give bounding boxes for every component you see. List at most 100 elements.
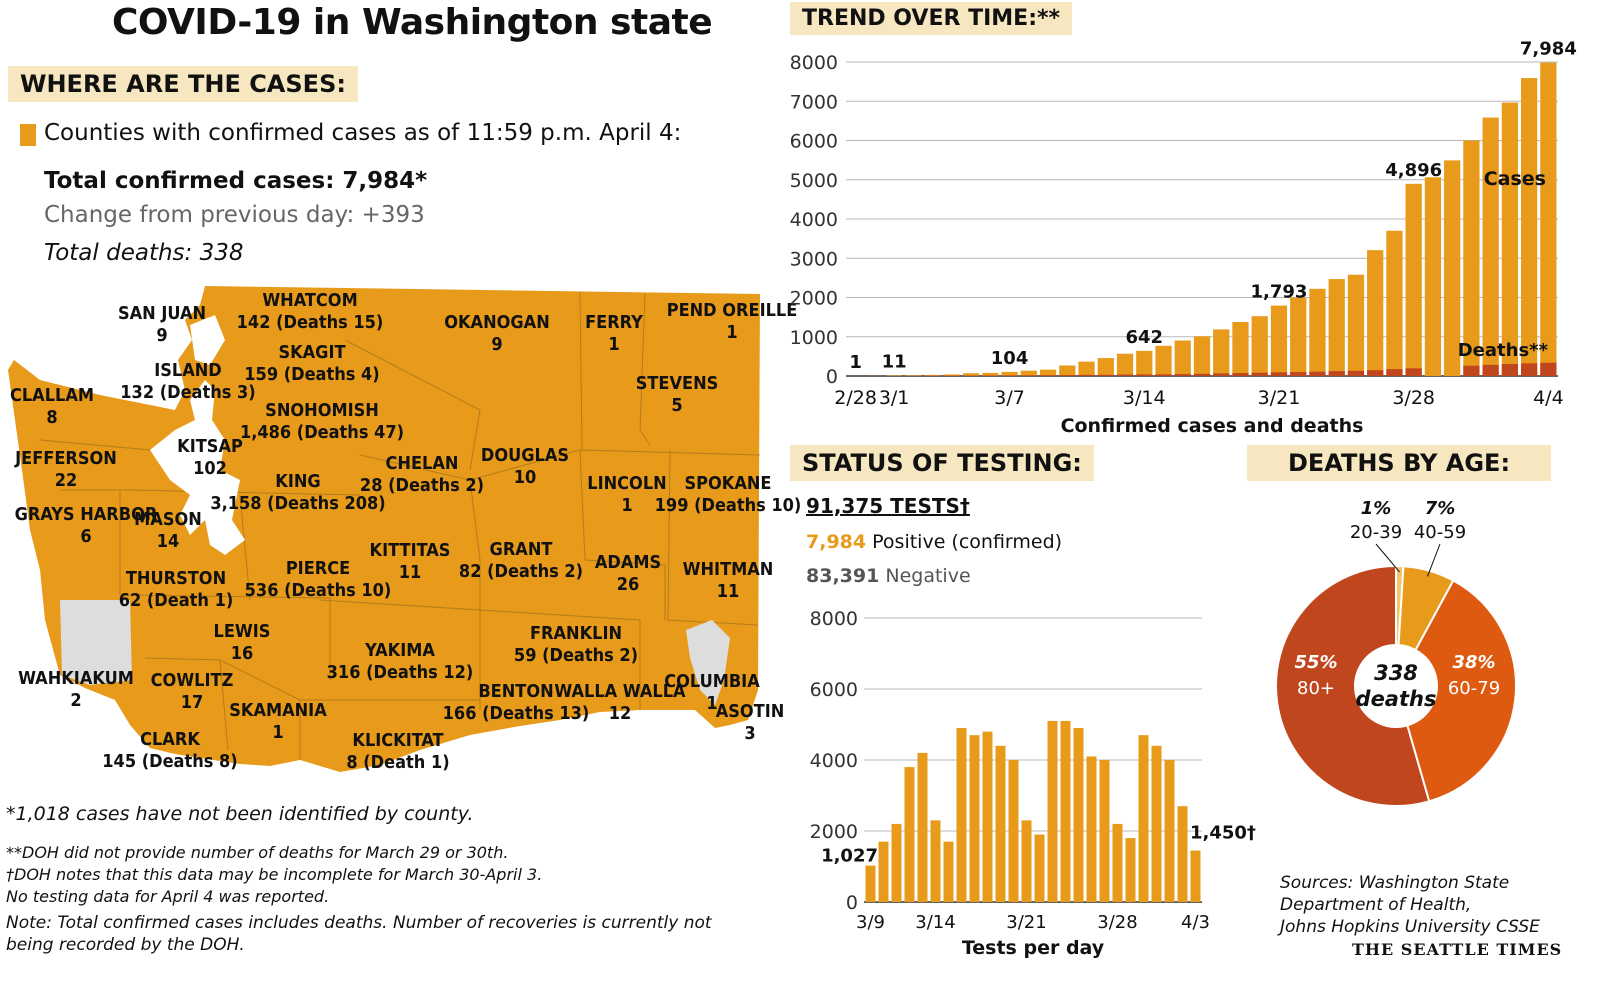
x-tick-label: 3/28 xyxy=(1097,912,1137,933)
county-name: PIERCE xyxy=(285,558,351,579)
death-bar xyxy=(1290,372,1307,376)
tests-negative-value: 83,391 xyxy=(806,565,880,587)
death-bar xyxy=(1136,374,1153,376)
county-value: 159 (Deaths 4) xyxy=(244,364,380,385)
death-bar xyxy=(1270,372,1288,376)
y-tick-label: 2000 xyxy=(810,821,858,843)
county-name: KLICKITAT xyxy=(352,730,444,751)
change-from-previous-day: Change from previous day: +393 xyxy=(44,202,425,228)
county-name: ISLAND xyxy=(154,360,222,381)
x-tick-label: 4/4 xyxy=(1533,387,1564,409)
county-skamania: SKAMANIA 1 xyxy=(178,700,378,744)
credit-seattle-times: THE SEATTLE TIMES xyxy=(1352,940,1563,959)
x-tick-label: 2/28 xyxy=(834,387,877,409)
death-bar xyxy=(1097,374,1114,376)
deaths-series-label: Deaths** xyxy=(1458,340,1549,361)
case-bar xyxy=(1328,279,1345,376)
tests-bar xyxy=(943,841,954,902)
county-name: CLALLAM xyxy=(9,385,95,406)
tests-bar xyxy=(982,731,993,902)
county-wahkiakum: WAHKIAKUM 2 xyxy=(0,668,176,712)
county-pend-oreille: PEND OREILLE 1 xyxy=(632,300,832,344)
case-bar xyxy=(1097,358,1114,376)
county-value: 132 (Deaths 3) xyxy=(120,382,256,403)
county-name: KITTITAS xyxy=(369,540,451,561)
county-value: 1,486 (Deaths 47) xyxy=(239,422,405,443)
county-lincoln: LINCOLN 1 xyxy=(527,473,727,517)
county-yakima: YAKIMA 316 (Deaths 12) xyxy=(300,640,500,684)
pie-age-label: 60-79 xyxy=(1448,678,1500,699)
x-tick-label: 3/1 xyxy=(879,387,910,409)
death-bar xyxy=(1193,373,1211,376)
county-borders xyxy=(39,291,761,760)
total-deaths: Total deaths: 338 xyxy=(44,240,244,266)
county-columbia: COLUMBIA 1 xyxy=(612,671,812,715)
source-line-2: Department of Health, xyxy=(1280,895,1472,915)
county-value: 1 xyxy=(272,722,284,743)
county-name: YAKIMA xyxy=(365,640,435,661)
death-bar xyxy=(1213,373,1230,376)
tests-bar xyxy=(1151,745,1162,902)
death-bar xyxy=(1386,369,1403,376)
case-bar xyxy=(1020,370,1037,376)
x-tick-label: 3/7 xyxy=(994,387,1025,409)
case-data-label: 4,896 xyxy=(1385,160,1442,181)
county-value: 17 xyxy=(180,692,204,713)
county-value: 14 xyxy=(156,531,180,552)
strait-water xyxy=(14,360,185,410)
tests-positive-label: Positive (confirmed) xyxy=(866,531,1063,553)
pie-slice-80+ xyxy=(1275,564,1431,807)
pie-percent-label: 38% xyxy=(1452,652,1495,673)
tests-data-label-first: 1,027 xyxy=(821,846,878,867)
puget-sound-water xyxy=(150,380,245,555)
tests-bar xyxy=(1190,850,1201,902)
y-tick-label: 6000 xyxy=(790,131,838,153)
case-bar xyxy=(1463,140,1480,376)
death-bar xyxy=(1501,363,1519,376)
county-value: 199 (Deaths 10) xyxy=(654,495,802,516)
county-skagit: SKAGIT 159 (Deaths 4) xyxy=(212,342,412,386)
case-bar xyxy=(1232,321,1249,376)
county-name: DOUGLAS xyxy=(480,445,570,466)
county-value: 26 xyxy=(616,574,640,595)
note-recoveries-2: being recorded by the DOH. xyxy=(6,935,245,955)
county-value: 1 xyxy=(608,334,620,355)
county-douglas: DOUGLAS 10 xyxy=(425,445,625,489)
death-bar xyxy=(1367,370,1384,376)
y-tick-label: 6000 xyxy=(810,679,858,701)
county-ferry: FERRY 1 xyxy=(514,312,714,356)
case-bar xyxy=(1270,305,1288,376)
county-name: KITSAP xyxy=(177,436,243,457)
county-name: CLARK xyxy=(140,729,200,750)
pie-leader-line xyxy=(1427,543,1441,577)
y-tick-label: 4000 xyxy=(810,750,858,772)
county-value: 8 xyxy=(46,407,58,428)
county-name: MASON xyxy=(134,509,202,530)
case-bar xyxy=(1116,353,1134,376)
tests-bar xyxy=(891,823,902,902)
county-san-juan: SAN JUAN 9 xyxy=(62,303,262,347)
tests-bar xyxy=(1008,760,1019,902)
tests-bar xyxy=(1021,820,1032,902)
county-clark: CLARK 145 (Deaths 8) xyxy=(70,729,270,773)
x-tick-label: 3/14 xyxy=(1123,387,1166,409)
county-walla-walla: WALLA WALLA 12 xyxy=(520,681,720,725)
pie-percent-label: 55% xyxy=(1294,652,1337,673)
x-tick-label: 3/9 xyxy=(856,912,885,933)
case-bar xyxy=(1367,250,1384,376)
case-bar xyxy=(1501,102,1519,376)
tests-bar xyxy=(1034,834,1045,902)
pie-age-label: 20-39 xyxy=(1350,522,1402,543)
county-name: LINCOLN xyxy=(587,473,667,494)
pie-age-label: 40-59 xyxy=(1414,522,1466,543)
county-name: WALLA WALLA xyxy=(554,681,686,702)
tests-bar xyxy=(1112,823,1123,902)
trend-header: TREND OVER TIME:** xyxy=(790,2,1072,35)
case-data-label: 7,984 xyxy=(1520,39,1577,60)
pie-age-label: 80+ xyxy=(1297,678,1335,699)
legend-label: Counties with confirmed cases as of 11:5… xyxy=(44,120,682,146)
county-name: WHATCOM xyxy=(262,290,358,311)
county-value: 3 xyxy=(744,723,756,744)
